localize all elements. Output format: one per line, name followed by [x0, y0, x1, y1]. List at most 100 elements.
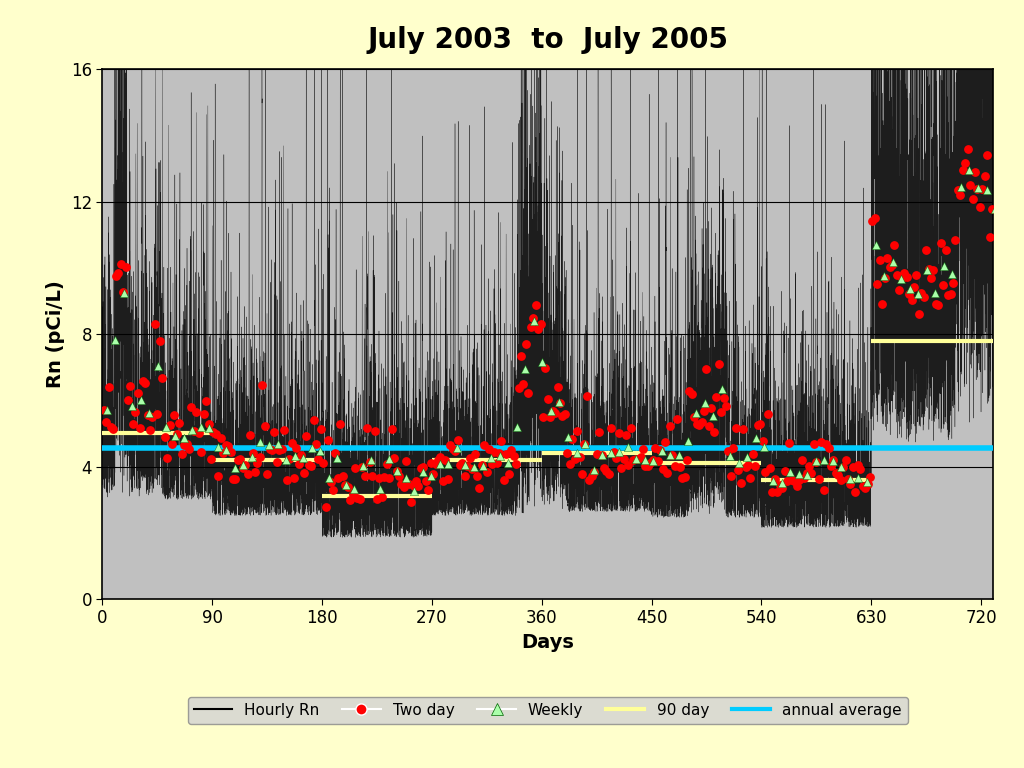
- Point: [312, 445, 329, 457]
- Point: [240, 468, 256, 480]
- Point: [266, 426, 283, 439]
- Point: [981, 231, 997, 243]
- Point: [227, 473, 244, 485]
- Point: [420, 484, 436, 496]
- Point: [284, 436, 300, 449]
- Point: [842, 473, 858, 485]
- Point: [367, 425, 383, 437]
- Point: [226, 462, 243, 475]
- Point: [471, 482, 487, 494]
- Point: [691, 419, 708, 432]
- Point: [862, 471, 879, 483]
- Point: [801, 460, 817, 472]
- Point: [389, 465, 406, 477]
- Point: [237, 458, 253, 471]
- Point: [679, 454, 695, 466]
- Point: [662, 419, 678, 432]
- Point: [949, 184, 966, 197]
- Point: [159, 452, 175, 464]
- Point: [329, 452, 345, 464]
- Point: [637, 454, 653, 466]
- Point: [947, 234, 964, 247]
- Point: [113, 258, 129, 270]
- Point: [296, 467, 312, 479]
- Point: [628, 453, 644, 465]
- Point: [637, 460, 653, 472]
- Point: [886, 239, 902, 251]
- Point: [822, 460, 839, 472]
- Point: [799, 468, 815, 481]
- Point: [271, 444, 288, 456]
- Point: [628, 452, 644, 465]
- Point: [684, 388, 700, 400]
- Point: [559, 446, 575, 458]
- Point: [725, 442, 741, 455]
- Point: [877, 272, 893, 284]
- Point: [739, 459, 756, 472]
- Point: [713, 406, 729, 419]
- Point: [898, 271, 914, 283]
- Point: [455, 457, 471, 469]
- Point: [218, 445, 234, 457]
- Point: [525, 315, 542, 327]
- Point: [376, 472, 392, 484]
- Point: [621, 459, 637, 472]
- Point: [286, 472, 302, 484]
- Point: [450, 433, 466, 445]
- Point: [178, 438, 195, 450]
- Point: [152, 335, 168, 347]
- Point: [346, 483, 362, 495]
- Point: [938, 243, 954, 256]
- Point: [372, 472, 388, 484]
- Point: [965, 193, 981, 205]
- Y-axis label: Rn (pCi/L): Rn (pCi/L): [46, 280, 66, 388]
- Point: [586, 463, 602, 475]
- Point: [706, 426, 722, 439]
- Point: [652, 444, 669, 456]
- Point: [640, 460, 656, 472]
- Point: [515, 378, 531, 390]
- Point: [674, 472, 690, 485]
- Point: [229, 454, 246, 466]
- Point: [935, 280, 951, 292]
- Point: [820, 442, 837, 455]
- Point: [321, 472, 337, 484]
- Point: [696, 405, 713, 417]
- Point: [190, 427, 207, 439]
- Point: [210, 469, 226, 482]
- Point: [244, 450, 260, 462]
- Point: [342, 494, 358, 506]
- Point: [608, 452, 625, 464]
- Point: [735, 423, 752, 435]
- Point: [551, 396, 567, 408]
- Point: [276, 424, 293, 436]
- Point: [547, 407, 563, 419]
- Point: [354, 460, 371, 472]
- Point: [561, 458, 578, 470]
- Point: [850, 459, 866, 472]
- Point: [144, 411, 161, 423]
- Point: [854, 480, 870, 492]
- Point: [383, 422, 399, 435]
- Point: [220, 440, 237, 452]
- Point: [730, 464, 746, 476]
- Point: [645, 455, 662, 468]
- Point: [543, 406, 559, 418]
- Point: [323, 476, 339, 488]
- Point: [418, 475, 434, 487]
- Point: [252, 451, 268, 463]
- Title: July 2003  to  July 2005: July 2003 to July 2005: [368, 26, 728, 55]
- Point: [188, 406, 205, 419]
- Point: [816, 454, 833, 466]
- Point: [108, 270, 124, 283]
- Point: [847, 486, 863, 498]
- Point: [577, 439, 593, 451]
- Point: [569, 425, 586, 437]
- Point: [525, 311, 542, 323]
- Point: [315, 457, 332, 469]
- Point: [252, 435, 268, 448]
- Point: [259, 468, 275, 480]
- Point: [359, 422, 376, 435]
- Point: [134, 375, 151, 387]
- Point: [566, 452, 583, 465]
